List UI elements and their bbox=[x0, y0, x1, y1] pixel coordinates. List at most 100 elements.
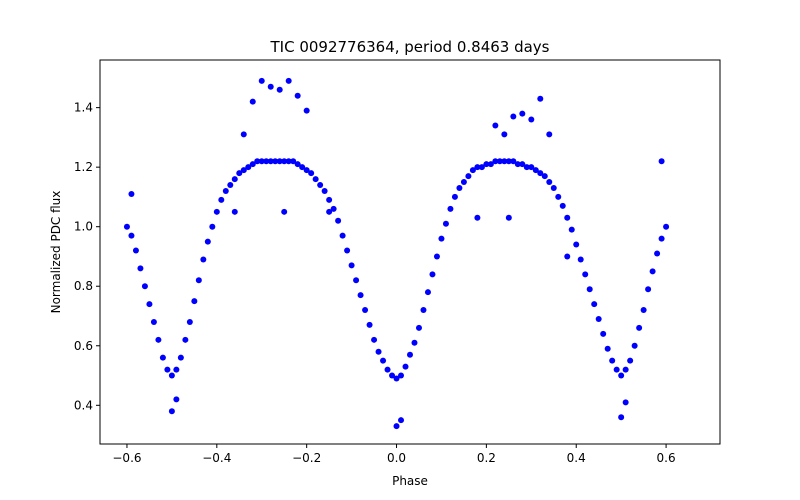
data-point bbox=[146, 301, 153, 308]
data-point bbox=[541, 173, 548, 180]
data-point bbox=[128, 190, 135, 197]
x-tick-label: −0.4 bbox=[202, 451, 231, 465]
data-point bbox=[339, 232, 346, 239]
data-point bbox=[393, 375, 400, 382]
data-point bbox=[258, 77, 265, 84]
data-point bbox=[478, 164, 485, 171]
data-point bbox=[263, 158, 270, 165]
data-point bbox=[326, 208, 333, 215]
x-tick-label: 0.2 bbox=[477, 451, 496, 465]
data-point bbox=[564, 253, 571, 260]
data-point bbox=[555, 193, 562, 200]
data-point bbox=[663, 223, 670, 230]
data-point bbox=[164, 366, 171, 373]
data-point bbox=[487, 161, 494, 168]
data-point bbox=[627, 357, 634, 364]
data-point bbox=[546, 131, 553, 138]
data-point bbox=[353, 277, 360, 284]
x-tick-label: 0.0 bbox=[387, 451, 406, 465]
data-point bbox=[231, 208, 238, 215]
data-point bbox=[123, 223, 130, 230]
data-point bbox=[559, 202, 566, 209]
data-point bbox=[496, 158, 503, 165]
data-point bbox=[362, 307, 369, 314]
y-tick-label: 1.0 bbox=[74, 220, 93, 234]
data-point bbox=[173, 396, 180, 403]
data-point bbox=[285, 77, 292, 84]
data-point bbox=[137, 265, 144, 272]
x-tick-label: −0.2 bbox=[292, 451, 321, 465]
data-point bbox=[523, 164, 530, 171]
data-point bbox=[330, 205, 337, 212]
data-point bbox=[240, 131, 247, 138]
data-point bbox=[267, 158, 274, 165]
data-point bbox=[245, 164, 252, 171]
data-point bbox=[492, 158, 499, 165]
data-point bbox=[299, 164, 306, 171]
data-point bbox=[132, 247, 139, 254]
data-point bbox=[474, 214, 481, 221]
data-point bbox=[321, 187, 328, 194]
data-point bbox=[312, 176, 319, 183]
data-point bbox=[649, 268, 656, 275]
data-point bbox=[609, 357, 616, 364]
data-point bbox=[281, 158, 288, 165]
data-point bbox=[528, 164, 535, 171]
x-tick-label: 0.4 bbox=[567, 451, 586, 465]
data-point bbox=[604, 345, 611, 352]
data-point bbox=[438, 235, 445, 242]
data-point bbox=[398, 417, 405, 424]
data-point bbox=[141, 283, 148, 290]
data-point bbox=[308, 170, 315, 177]
y-tick-label: 1.4 bbox=[74, 101, 93, 115]
data-point bbox=[618, 414, 625, 421]
data-point bbox=[658, 235, 665, 242]
data-point bbox=[640, 307, 647, 314]
data-point bbox=[240, 167, 247, 174]
data-point bbox=[460, 179, 467, 186]
data-point bbox=[469, 167, 476, 174]
y-tick-label: 0.6 bbox=[74, 339, 93, 353]
data-point bbox=[510, 113, 517, 120]
data-point bbox=[150, 318, 157, 325]
data-point bbox=[442, 220, 449, 227]
data-point bbox=[631, 342, 638, 349]
data-point bbox=[613, 366, 620, 373]
data-point bbox=[451, 193, 458, 200]
data-point bbox=[276, 158, 283, 165]
data-point bbox=[501, 131, 508, 138]
data-point bbox=[645, 286, 652, 293]
data-point bbox=[465, 173, 472, 180]
data-point bbox=[294, 161, 301, 168]
data-point bbox=[537, 170, 544, 177]
data-point bbox=[456, 185, 463, 191]
data-point bbox=[384, 366, 391, 373]
data-point bbox=[600, 330, 607, 337]
x-tick-label: −0.6 bbox=[112, 451, 141, 465]
data-point bbox=[371, 336, 378, 343]
data-point bbox=[636, 324, 643, 331]
data-point bbox=[366, 321, 373, 328]
data-points bbox=[123, 77, 670, 430]
data-point bbox=[411, 339, 418, 346]
data-point bbox=[294, 92, 301, 99]
data-point bbox=[182, 336, 189, 343]
data-point bbox=[209, 223, 216, 230]
data-point bbox=[267, 83, 274, 90]
data-point bbox=[514, 161, 521, 168]
data-point bbox=[393, 423, 400, 430]
data-point bbox=[231, 176, 238, 183]
data-point bbox=[532, 167, 539, 174]
data-point bbox=[550, 185, 557, 191]
data-point bbox=[254, 158, 261, 165]
data-point bbox=[402, 363, 409, 370]
data-point bbox=[505, 158, 512, 165]
y-axis-label: Normalized PDC flux bbox=[49, 191, 63, 314]
data-point bbox=[276, 86, 283, 93]
data-point bbox=[658, 158, 665, 165]
data-point bbox=[335, 217, 342, 224]
data-point bbox=[186, 318, 193, 325]
data-point bbox=[128, 232, 135, 239]
